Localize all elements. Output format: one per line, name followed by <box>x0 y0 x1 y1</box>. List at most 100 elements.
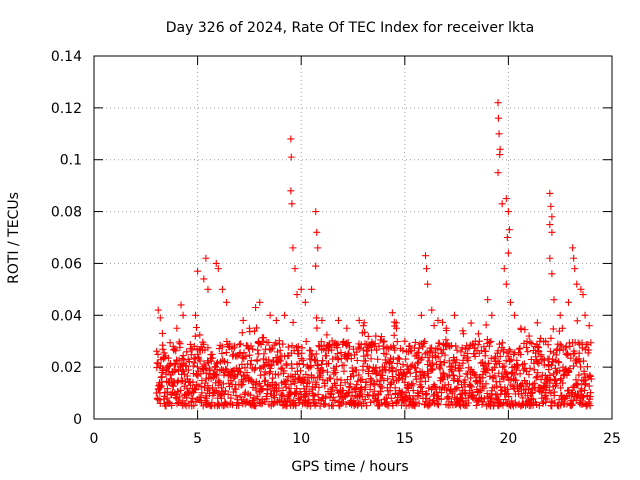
data-point <box>444 373 452 381</box>
y-tick-label: 0.04 <box>51 308 82 324</box>
data-point <box>417 311 425 319</box>
data-point <box>567 354 575 362</box>
data-point <box>454 384 462 392</box>
data-point <box>214 265 222 273</box>
data-point <box>337 376 345 384</box>
data-point <box>480 384 488 392</box>
data-point <box>485 342 493 350</box>
data-point <box>436 365 444 373</box>
data-point <box>438 349 446 357</box>
data-point <box>371 340 379 348</box>
data-point <box>389 402 397 410</box>
data-point <box>259 337 267 345</box>
data-point <box>358 375 366 383</box>
data-point <box>307 352 315 360</box>
data-point <box>505 393 513 401</box>
data-point <box>477 347 485 355</box>
data-point <box>213 359 221 367</box>
data-point <box>182 362 190 370</box>
data-point <box>360 319 368 327</box>
data-point <box>525 332 533 340</box>
data-point <box>268 344 276 352</box>
data-point <box>333 344 341 352</box>
data-point <box>513 356 521 364</box>
data-point <box>473 388 481 396</box>
data-point <box>266 311 274 319</box>
data-point <box>201 364 209 372</box>
data-point <box>331 396 339 404</box>
data-point <box>587 339 595 347</box>
data-point <box>190 359 198 367</box>
data-point <box>246 351 254 359</box>
data-point <box>505 346 513 354</box>
data-point <box>417 383 425 391</box>
data-point <box>331 369 339 377</box>
data-point <box>500 362 508 370</box>
data-point <box>218 343 226 351</box>
data-point <box>412 364 420 372</box>
data-point <box>398 388 406 396</box>
data-point <box>288 364 296 372</box>
data-point <box>192 386 200 394</box>
data-point <box>204 285 212 293</box>
data-point <box>398 401 406 409</box>
data-point <box>295 375 303 383</box>
data-point <box>577 363 585 371</box>
data-point <box>442 336 450 344</box>
data-point <box>153 347 161 355</box>
data-point <box>277 357 285 365</box>
data-point <box>283 361 291 369</box>
data-point <box>406 369 414 377</box>
data-point <box>361 396 369 404</box>
data-point <box>499 363 507 371</box>
data-point <box>238 353 246 361</box>
data-point <box>462 389 470 397</box>
data-point <box>287 187 295 195</box>
data-point <box>461 345 469 353</box>
data-point <box>457 364 465 372</box>
data-point <box>191 332 199 340</box>
data-point <box>452 342 460 350</box>
data-point <box>431 352 439 360</box>
data-point <box>159 345 167 353</box>
data-point <box>427 347 435 355</box>
data-point <box>511 311 519 319</box>
data-point <box>183 348 191 356</box>
data-point <box>353 381 361 389</box>
data-point <box>467 319 475 327</box>
data-point <box>485 401 493 409</box>
data-point <box>173 400 181 408</box>
data-point <box>217 384 225 392</box>
data-point <box>378 371 386 379</box>
data-point <box>256 298 264 306</box>
y-tick-label: 0.12 <box>51 101 82 117</box>
data-point <box>458 397 466 405</box>
data-point <box>538 394 546 402</box>
data-point <box>452 359 460 367</box>
data-point <box>219 380 227 388</box>
data-point <box>394 354 402 362</box>
data-point <box>459 327 467 335</box>
data-point <box>184 366 192 374</box>
data-point <box>503 370 511 378</box>
data-point <box>527 356 535 364</box>
data-point <box>424 373 432 381</box>
data-point <box>258 386 266 394</box>
data-point <box>546 347 554 355</box>
data-point <box>241 364 249 372</box>
data-point <box>232 392 240 400</box>
data-point <box>295 359 303 367</box>
data-point <box>484 296 492 304</box>
data-point <box>302 337 310 345</box>
data-point <box>495 340 503 348</box>
data-point <box>424 353 432 361</box>
data-point <box>213 372 221 380</box>
data-point <box>437 395 445 403</box>
data-point <box>173 378 181 386</box>
data-point <box>570 254 578 262</box>
data-point <box>364 332 372 340</box>
data-point <box>580 357 588 365</box>
data-point <box>252 384 260 392</box>
data-point <box>393 338 401 346</box>
data-point <box>265 338 273 346</box>
